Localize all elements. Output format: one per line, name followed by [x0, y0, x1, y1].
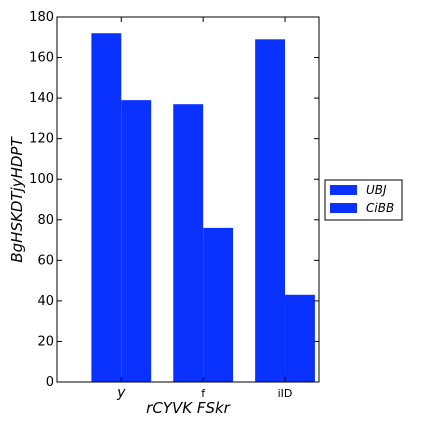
y-tick-label: 140	[29, 91, 54, 106]
y-axis: 0 20 40 60 80 100 120 140 160 180	[29, 10, 319, 390]
bar-CiBB-y	[121, 100, 152, 382]
y-tick-label: 60	[37, 253, 54, 268]
legend-swatch-CiBB	[330, 203, 357, 213]
legend-label-CiBB: CiBB	[366, 201, 394, 215]
y-axis-title: BgHSKDTjyHDPT	[8, 136, 26, 263]
y-tick-label: 20	[37, 334, 54, 349]
bar-CiBB-iID	[285, 294, 315, 382]
bar-UBJ-iID	[255, 39, 286, 383]
y-tick-label: 80	[37, 213, 54, 228]
legend-label-UBJ: UBJ	[366, 183, 387, 197]
y-tick-label: 100	[29, 172, 54, 187]
x-axis-title: rCYVK FSkr	[146, 399, 231, 417]
plot-frame	[56, 16, 320, 383]
bar-UBJ-f	[173, 104, 204, 382]
y-tick-label: 0	[46, 375, 54, 390]
x-tick-label: iID	[278, 387, 293, 400]
y-tick-label: 160	[29, 51, 54, 66]
y-tick-label: 120	[29, 132, 54, 147]
y-tick-label: 180	[29, 10, 54, 25]
legend: UBJ CiBB	[324, 179, 403, 221]
y-tick-label: 40	[37, 294, 54, 309]
bars-layer	[91, 33, 315, 383]
x-tick-label: y	[116, 385, 126, 401]
legend-swatch-UBJ	[330, 185, 357, 195]
x-tick-label: f	[201, 387, 206, 400]
bar-CiBB-f	[203, 227, 234, 382]
x-axis: y f iID	[116, 17, 292, 401]
bar-UBJ-y	[91, 33, 122, 382]
